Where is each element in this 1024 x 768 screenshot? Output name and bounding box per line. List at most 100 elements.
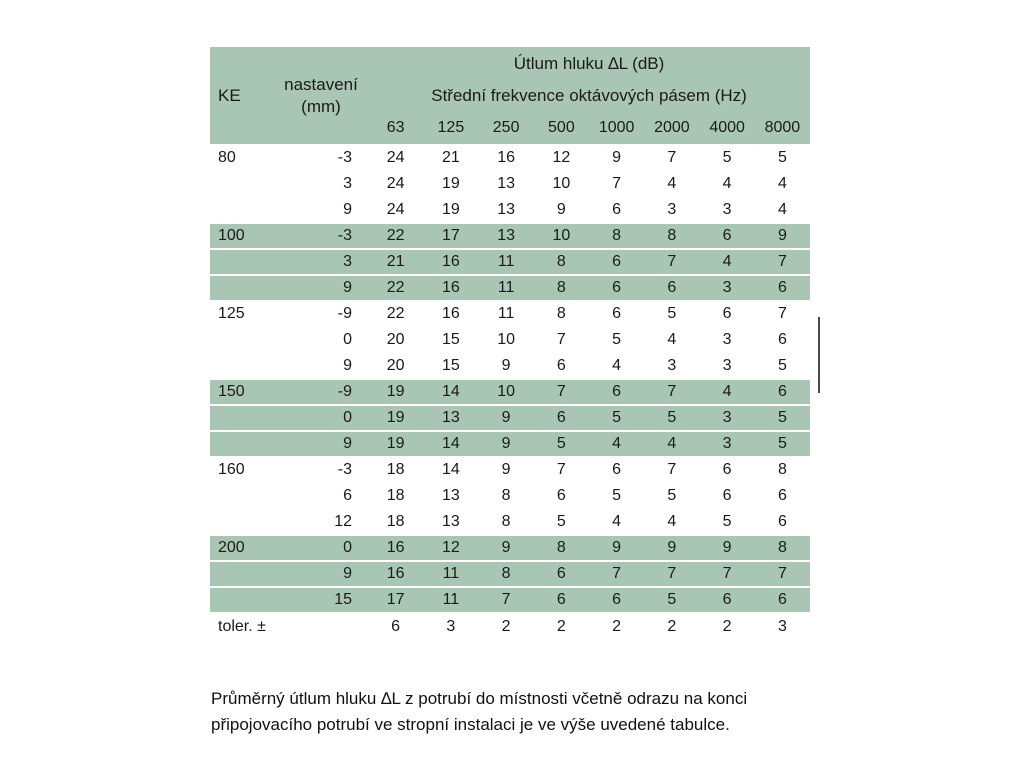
value-cell: 19 <box>368 405 424 431</box>
value-cell: 21 <box>423 145 479 171</box>
table-row: 200 0 16 12 9 8 9 9 9 8 <box>210 535 811 561</box>
value-cell: 11 <box>423 587 479 613</box>
value-cell: 8 <box>533 249 589 275</box>
value-cell: 6 <box>699 301 755 327</box>
value-cell: 20 <box>368 327 424 353</box>
value-cell: 13 <box>423 483 479 509</box>
value-cell: 7 <box>533 327 589 353</box>
value-cell: 17 <box>423 223 479 249</box>
ke-cell <box>210 327 274 353</box>
value-cell: 5 <box>754 353 811 379</box>
value-cell: 8 <box>533 535 589 561</box>
value-cell: 16 <box>423 275 479 301</box>
value-cell: 5 <box>644 483 700 509</box>
value-cell: 21 <box>368 249 424 275</box>
value-cell: 9 <box>699 535 755 561</box>
value-cell: 8 <box>533 301 589 327</box>
value-cell: 4 <box>699 379 755 405</box>
value-cell: 5 <box>754 431 811 457</box>
setting-header-line1: nastavení <box>284 75 358 95</box>
value-cell: 6 <box>589 301 645 327</box>
value-cell: 8 <box>754 535 811 561</box>
ke-cell <box>210 587 274 613</box>
ke-cell: 100 <box>210 223 274 249</box>
value-cell: 6 <box>533 405 589 431</box>
frequency-header: 125 <box>423 111 479 145</box>
value-cell: 3 <box>644 197 700 223</box>
ke-cell <box>210 275 274 301</box>
value-cell: 3 <box>699 431 755 457</box>
value-cell: 12 <box>423 535 479 561</box>
value-cell: 10 <box>478 379 534 405</box>
value-cell: 5 <box>533 431 589 457</box>
value-cell: 11 <box>478 249 534 275</box>
value-cell: 15 <box>423 327 479 353</box>
value-cell: 5 <box>589 483 645 509</box>
table-row: 160 -3 18 14 9 7 6 7 6 8 <box>210 457 811 483</box>
value-cell: 6 <box>644 275 700 301</box>
value-cell: 9 <box>589 145 645 171</box>
value-cell: 16 <box>423 249 479 275</box>
value-cell: 5 <box>754 405 811 431</box>
value-cell: 10 <box>533 223 589 249</box>
setting-cell: 9 <box>274 561 368 587</box>
value-cell: 10 <box>478 327 534 353</box>
value-cell: 7 <box>478 587 534 613</box>
value-cell: 9 <box>533 197 589 223</box>
value-cell: 16 <box>368 535 424 561</box>
value-cell: 4 <box>589 509 645 535</box>
ke-cell: 200 <box>210 535 274 561</box>
value-cell: 9 <box>754 223 811 249</box>
value-cell: 6 <box>533 353 589 379</box>
setting-cell: 3 <box>274 171 368 197</box>
value-cell: 8 <box>533 275 589 301</box>
setting-cell: 12 <box>274 509 368 535</box>
value-cell: 5 <box>644 405 700 431</box>
value-cell: 5 <box>644 301 700 327</box>
value-cell: 7 <box>533 457 589 483</box>
value-cell: 6 <box>754 483 811 509</box>
value-cell: 22 <box>368 223 424 249</box>
value-cell: 22 <box>368 275 424 301</box>
value-cell: 3 <box>644 353 700 379</box>
value-cell: 3 <box>699 327 755 353</box>
value-cell: 4 <box>644 509 700 535</box>
value-cell: 6 <box>589 249 645 275</box>
value-cell: 19 <box>368 431 424 457</box>
value-cell: 5 <box>754 145 811 171</box>
value-cell: 6 <box>754 275 811 301</box>
value-cell: 6 <box>699 587 755 613</box>
header-row-subtitle: Střední frekvence oktávových pásem (Hz) <box>210 81 811 111</box>
value-cell: 7 <box>754 561 811 587</box>
value-cell: 7 <box>699 561 755 587</box>
value-cell: 22 <box>368 301 424 327</box>
table-header: KE nastavení (mm) Útlum hluku ∆L (dB) St… <box>210 47 811 145</box>
ke-cell: 160 <box>210 457 274 483</box>
setting-cell: 9 <box>274 275 368 301</box>
value-cell: 4 <box>699 249 755 275</box>
setting-cell: 0 <box>274 327 368 353</box>
frequency-header: 250 <box>478 111 534 145</box>
setting-cell: -3 <box>274 223 368 249</box>
table-row: 125 -9 22 16 11 8 6 5 6 7 <box>210 301 811 327</box>
value-cell: 14 <box>423 431 479 457</box>
value-cell: 7 <box>533 379 589 405</box>
value-cell: 4 <box>589 353 645 379</box>
value-cell: 7 <box>644 561 700 587</box>
value-cell: 6 <box>754 379 811 405</box>
ke-cell <box>210 197 274 223</box>
value-cell: 2 <box>644 613 700 639</box>
value-cell: 13 <box>478 171 534 197</box>
value-cell: 17 <box>368 587 424 613</box>
scan-artifact-line <box>818 317 820 393</box>
value-cell: 3 <box>699 197 755 223</box>
value-cell: 5 <box>699 509 755 535</box>
value-cell: 11 <box>478 301 534 327</box>
setting-header-line2: (mm) <box>301 96 341 116</box>
table-row: 3 24 19 13 10 7 4 4 4 <box>210 171 811 197</box>
value-cell: 4 <box>699 171 755 197</box>
table-row: 15 17 11 7 6 6 5 6 6 <box>210 587 811 613</box>
value-cell: 6 <box>699 483 755 509</box>
value-cell: 5 <box>644 587 700 613</box>
